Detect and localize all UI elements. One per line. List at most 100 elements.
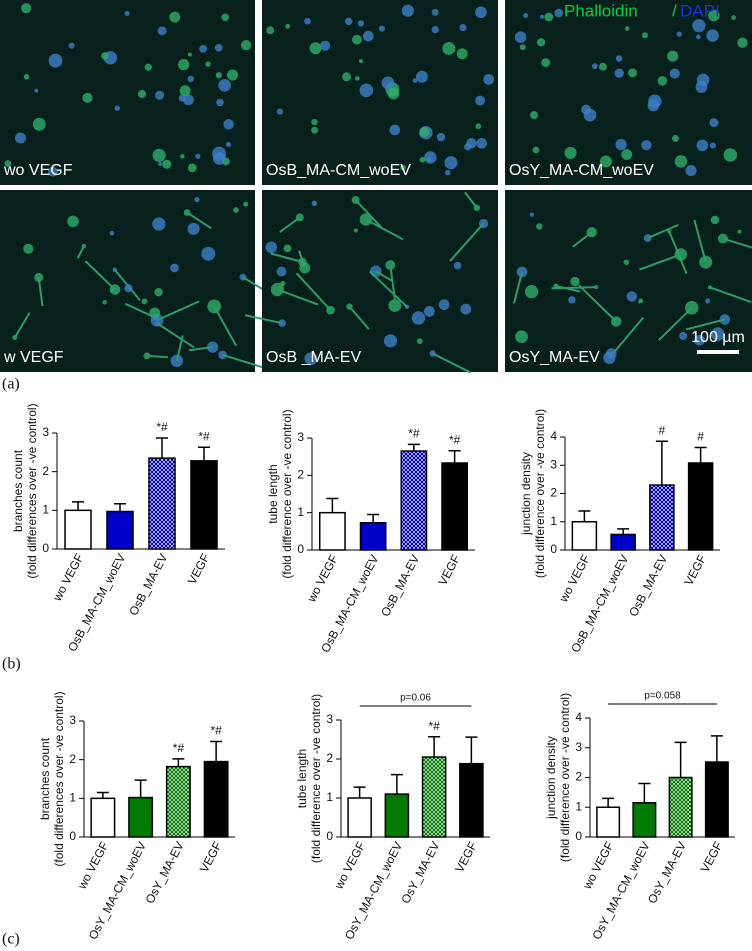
- significance: *#: [173, 741, 185, 755]
- cell: [641, 140, 652, 151]
- tube: [637, 300, 642, 304]
- cell: [523, 13, 529, 18]
- y-tick-label: 2: [550, 486, 557, 500]
- y-tick-label: 2: [42, 464, 49, 478]
- y-tick-label: 3: [550, 457, 557, 471]
- cell: [243, 201, 249, 207]
- cell: [320, 40, 331, 51]
- cell: [218, 350, 227, 360]
- cell: [615, 138, 627, 151]
- cell: [623, 259, 630, 266]
- cell: [23, 73, 30, 80]
- cell: [583, 108, 597, 122]
- cell: [423, 306, 435, 317]
- cell: [674, 155, 688, 168]
- cell: [109, 230, 115, 236]
- x-tick-label: OsB_MA-EV: [626, 552, 670, 619]
- cell: [431, 25, 439, 34]
- cell: [187, 163, 197, 173]
- bar: [596, 806, 621, 838]
- cell: [412, 78, 418, 83]
- cell: [710, 215, 720, 225]
- cell: [205, 61, 211, 67]
- cell: [276, 108, 284, 115]
- x-tick-label: wo VEGF: [556, 552, 593, 605]
- bar: [384, 793, 410, 838]
- cell: [711, 327, 725, 341]
- tube: [146, 354, 169, 359]
- cell: [536, 38, 546, 47]
- tube: [270, 252, 303, 263]
- cell: [669, 68, 680, 79]
- y-tick-label: 1: [42, 503, 49, 517]
- bar: [610, 533, 636, 551]
- tube: [464, 191, 478, 209]
- cell: [124, 284, 133, 293]
- y-axis-label: (fold difference over -ve control): [558, 693, 572, 862]
- tube: [578, 284, 617, 323]
- cell: [536, 223, 543, 230]
- y-axis-label: (fold differences over -ve control): [52, 691, 66, 866]
- bar: [704, 761, 729, 838]
- bar: [190, 460, 218, 550]
- bar: [347, 797, 372, 838]
- cell: [591, 63, 598, 70]
- cell: [453, 261, 462, 270]
- cell: [351, 34, 362, 45]
- cell: [309, 42, 322, 55]
- y-axis-label: junction density: [544, 736, 558, 820]
- tube: [189, 346, 213, 352]
- bar: [64, 509, 92, 550]
- cell: [102, 300, 107, 305]
- cell: [353, 228, 358, 233]
- image-label: wo VEGF: [3, 162, 73, 179]
- error-bar: [198, 446, 210, 461]
- cell: [362, 30, 374, 42]
- y-axis-label: (fold difference over -ve control): [280, 409, 294, 578]
- y-tick-label: 3: [69, 713, 76, 727]
- cell: [34, 88, 39, 93]
- error-bar: [428, 736, 441, 758]
- cell: [158, 161, 163, 166]
- cell: [266, 26, 275, 35]
- y-axis-label: tube length: [295, 749, 309, 808]
- error-bar: [210, 740, 223, 762]
- bar: [649, 484, 675, 551]
- cell: [647, 99, 660, 112]
- cell: [438, 299, 450, 311]
- tube: [279, 216, 301, 234]
- cell: [201, 246, 216, 261]
- cell: [444, 156, 458, 170]
- cell: [227, 69, 239, 81]
- cell: [355, 76, 360, 81]
- y-tick-label: 3: [42, 425, 49, 439]
- cell: [564, 146, 577, 159]
- significance: *#: [449, 433, 461, 447]
- cell: [170, 263, 179, 273]
- cell: [456, 48, 468, 60]
- cell: [475, 95, 486, 106]
- tube: [213, 305, 238, 347]
- cell: [529, 212, 535, 217]
- x-tick-label: OsY_MA-EV: [398, 839, 442, 906]
- cell: [187, 52, 192, 57]
- error-bar: [114, 503, 126, 512]
- cell: [137, 89, 147, 99]
- cell: [599, 155, 612, 168]
- error-bar: [710, 735, 723, 763]
- cell: [48, 53, 63, 68]
- cell: [342, 72, 352, 82]
- cell: [155, 90, 165, 100]
- cell: [311, 126, 319, 134]
- cell: [532, 146, 540, 154]
- cell: [416, 338, 423, 345]
- cell: [359, 83, 374, 98]
- cell: [436, 132, 446, 142]
- y-tick-label: 2: [575, 770, 582, 784]
- cell: [157, 26, 167, 36]
- bar: [421, 756, 447, 838]
- bar: [128, 796, 154, 838]
- significance: *#: [428, 719, 440, 733]
- cell: [187, 222, 200, 235]
- cell: [195, 153, 201, 159]
